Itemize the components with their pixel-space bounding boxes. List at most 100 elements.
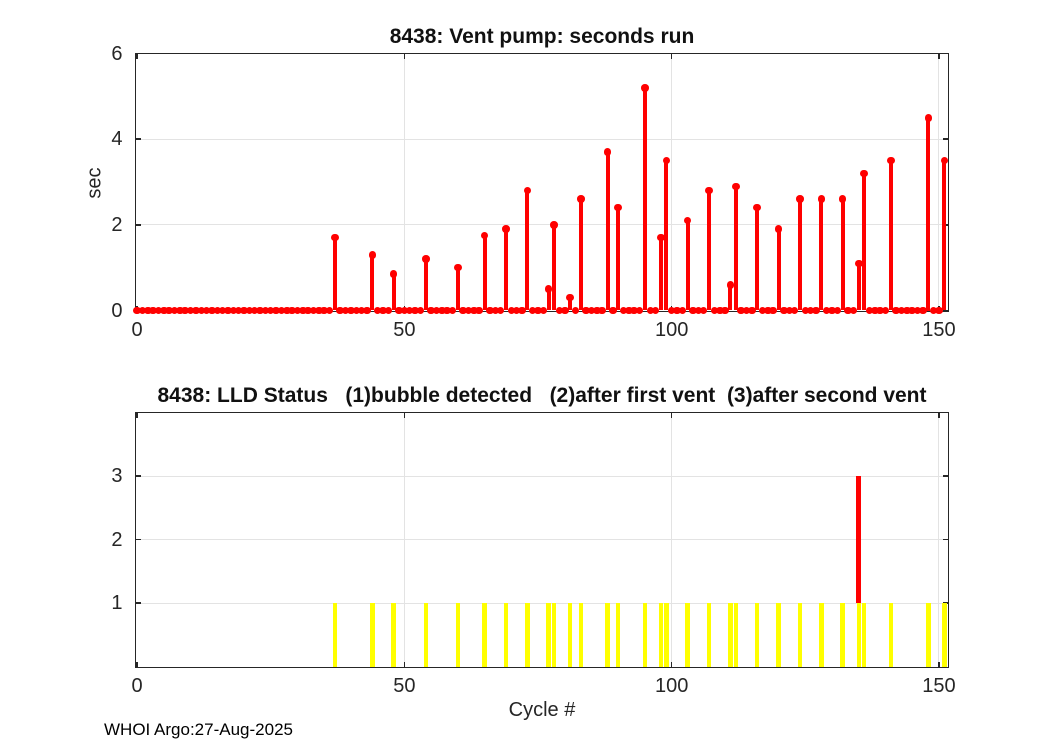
tick-x-top — [670, 412, 673, 418]
status-bar — [706, 603, 712, 667]
zero-marker — [881, 306, 890, 315]
stem-line — [423, 259, 428, 311]
zero-marker — [571, 306, 580, 315]
x-tick-label: 50 — [393, 674, 416, 697]
zero-marker — [245, 306, 254, 315]
zero-marker — [149, 306, 157, 315]
zero-marker — [780, 306, 788, 315]
zero-marker — [432, 306, 441, 315]
y-tick-label: 3 — [111, 465, 123, 487]
y-tick-label: 2 — [111, 213, 123, 236]
zero-marker — [138, 306, 147, 315]
stem-marker — [641, 84, 649, 92]
tick-x-top — [670, 53, 673, 59]
gridline-y — [135, 138, 948, 140]
status-bar — [525, 603, 530, 667]
x-tick-label: 150 — [922, 674, 956, 697]
tick-y-right — [942, 52, 948, 55]
stem-line — [664, 160, 669, 311]
stem-line — [552, 224, 557, 311]
zero-marker — [903, 306, 911, 315]
stem-marker — [502, 225, 510, 233]
status-bar — [503, 603, 509, 667]
y-tick-label: 0 — [111, 299, 123, 322]
stem-marker — [614, 203, 622, 212]
stem-line — [685, 220, 690, 311]
zero-marker — [277, 306, 286, 315]
zero-marker — [373, 306, 382, 315]
stem-line — [776, 229, 781, 311]
stem-marker — [603, 148, 612, 156]
zero-marker — [892, 306, 900, 315]
zero-marker — [897, 306, 906, 315]
stem-line — [616, 207, 621, 311]
zero-marker — [341, 306, 350, 315]
zero-marker — [833, 306, 842, 315]
zero-marker — [913, 306, 922, 315]
status-bar — [658, 603, 664, 667]
zero-marker — [192, 306, 200, 315]
zero-marker — [459, 306, 467, 315]
stem-marker — [331, 233, 339, 242]
tick-x-bottom — [136, 661, 138, 667]
zero-marker — [363, 306, 371, 315]
stem-line — [370, 254, 375, 311]
tick-y-left — [135, 138, 141, 140]
status-bar — [797, 603, 803, 667]
stem-marker — [544, 285, 553, 293]
stem-marker — [838, 195, 847, 203]
zero-marker — [475, 306, 483, 315]
status-bar — [942, 603, 947, 667]
zero-marker — [160, 306, 168, 315]
stem-line — [605, 152, 610, 311]
stem-marker — [550, 221, 558, 229]
stem-marker — [774, 225, 783, 233]
status-bar — [546, 603, 551, 667]
tick-y-right — [942, 475, 948, 477]
zero-marker — [176, 306, 184, 315]
tick-y-left — [135, 52, 141, 55]
zero-marker — [288, 306, 296, 315]
stem-line — [755, 207, 760, 311]
zero-marker — [758, 306, 767, 315]
status-bar — [776, 603, 781, 667]
stem-line — [840, 199, 845, 311]
stem-marker — [887, 156, 895, 165]
stem-marker — [454, 263, 462, 272]
y-tick-label: 2 — [111, 528, 123, 551]
zero-marker — [507, 306, 516, 315]
zero-marker — [491, 306, 499, 315]
stem-marker — [860, 169, 868, 178]
stem-marker — [683, 216, 692, 225]
zero-marker — [710, 306, 719, 315]
watermark-credit: WHOI Argo:27-Aug-2025 — [104, 720, 293, 739]
zero-marker — [416, 306, 425, 315]
status-bar — [664, 603, 669, 667]
zero-marker — [400, 306, 409, 315]
zero-marker — [849, 306, 858, 315]
stem-marker — [732, 182, 740, 191]
zero-marker — [919, 306, 927, 315]
stem-marker — [422, 255, 430, 263]
zero-marker — [764, 306, 772, 315]
zero-marker — [539, 306, 548, 315]
zero-marker — [929, 306, 938, 315]
stem-marker — [662, 156, 671, 165]
tick-x-top — [403, 53, 406, 59]
zero-marker — [609, 306, 617, 315]
zero-marker — [470, 306, 478, 315]
stem-line — [482, 235, 487, 311]
stem-line — [658, 237, 663, 311]
zero-marker — [181, 306, 189, 315]
zero-marker — [357, 306, 366, 315]
zero-marker — [528, 306, 537, 315]
stem-line — [819, 199, 824, 311]
zero-marker — [405, 306, 414, 315]
tick-y-left — [135, 602, 141, 604]
zero-marker — [742, 306, 751, 315]
lld-status-title: 8438: LLD Status (1)bubble detected (2)a… — [157, 384, 927, 407]
status-red-stem — [856, 476, 862, 603]
zero-marker — [828, 306, 836, 315]
stem-line — [888, 160, 893, 311]
